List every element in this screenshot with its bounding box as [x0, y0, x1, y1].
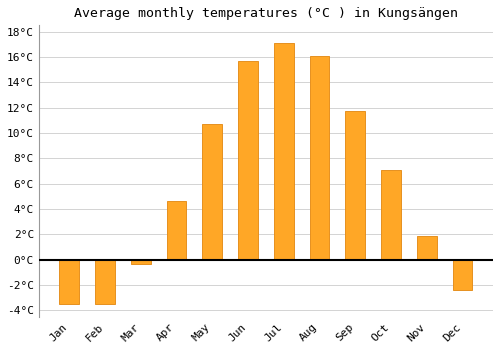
Bar [166, 202, 186, 260]
Bar [417, 236, 436, 260]
Bar [346, 111, 365, 260]
Bar [381, 170, 401, 260]
Title: Average monthly temperatures (°C ) in Kungsängen: Average monthly temperatures (°C ) in Ku… [74, 7, 458, 20]
Bar [60, 260, 79, 304]
Bar [452, 260, 472, 290]
Bar [202, 124, 222, 260]
Bar [131, 260, 150, 264]
Bar [238, 61, 258, 260]
Bar [95, 260, 115, 304]
Bar [310, 56, 330, 260]
Bar [274, 43, 293, 260]
